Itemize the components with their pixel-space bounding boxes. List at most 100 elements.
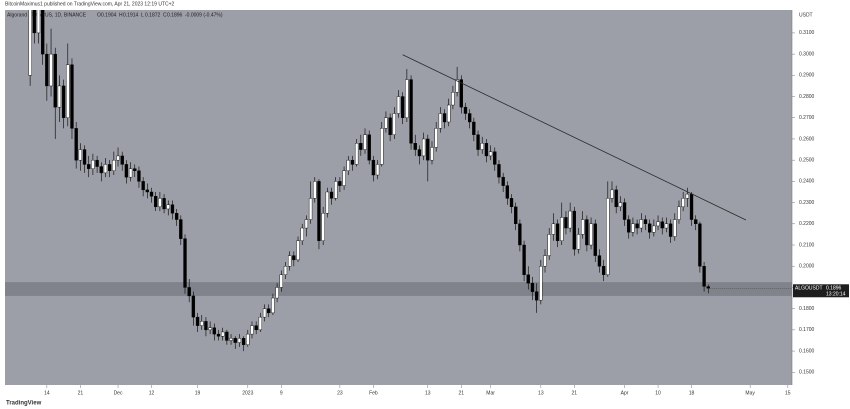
x-tick-label: 21 [459,390,465,396]
y-tick-label: 0.2000 [799,264,815,270]
candle-body [518,223,522,246]
candle-body [388,117,392,135]
candle-body [112,159,116,171]
candle-body [375,164,380,176]
candle-body [191,295,196,318]
price-tag-countdown: 13:20:14 [826,292,846,298]
candle-body [128,168,133,178]
candle-body [589,223,593,246]
candle-body [287,255,292,267]
candle-body [329,191,334,199]
candle-body [221,331,225,337]
candle-body [304,219,309,229]
candle-body [82,149,87,165]
candle-body [317,181,321,241]
candle-body [551,223,556,235]
candle-body [601,266,606,275]
candle-body [568,210,572,229]
candle-body [170,204,175,214]
candle-body [434,128,438,148]
ohlc-key: C [163,12,167,18]
candle-body [308,198,313,220]
x-tick-label: 21 [78,390,84,396]
candle-body [116,155,120,161]
candle-body [438,113,443,129]
axis-unit: USDT [799,12,813,18]
ohlc-key: O [97,12,101,18]
candle-body [233,338,237,343]
candle-body [555,223,560,241]
x-tick-label: 13 [538,390,544,396]
y-tick-label: 0.1500 [799,370,815,376]
candle-body [158,198,162,208]
candle-body [547,234,551,256]
candle-body [166,204,170,210]
candle-body [534,291,539,301]
candle-body [141,181,145,191]
candle-body [702,266,706,287]
candle-body [706,286,710,289]
candle-body [74,128,78,161]
candle-body [430,147,434,161]
candle-body [405,79,409,118]
logo: TradingView [6,401,42,407]
candle-body [254,325,258,331]
candle-body [572,210,576,250]
candle-body [61,85,66,118]
candle-body [174,212,179,220]
candle-body [91,159,95,169]
candle-body [413,143,417,150]
candle-body [133,168,137,171]
candle-body [267,308,271,314]
candle-body [656,221,660,227]
x-tick-label: 23 [337,390,343,396]
candle-body [597,255,602,267]
ohlc-key: L [141,12,144,18]
candle-body [593,223,597,256]
candle-body [187,287,191,297]
candle-body [342,170,346,186]
candle-body [229,338,233,341]
candle-body [493,151,497,165]
candle-body [95,159,99,167]
candle-body [334,181,338,199]
candle-body [543,255,547,267]
candle-body [677,206,681,220]
candle-body [635,223,639,229]
candle-body [354,143,359,165]
candle-body [338,181,342,186]
candle-body [564,217,568,229]
y-tick-label: 0.2200 [799,221,815,227]
candle-body [313,181,317,199]
candle-body [581,219,585,235]
candle-body [484,143,489,157]
x-tick-label: Feb [369,390,378,396]
symbol-info: Algorand / TetherUS, 1D, BINANCE [7,12,87,18]
candle-body [53,53,57,108]
candle-body [664,223,669,229]
candle-body [501,176,505,186]
candle-body [505,185,510,199]
candle-body [208,327,212,331]
candle-body [162,198,166,210]
candle-body [673,219,677,237]
candle-body [622,202,627,220]
candle-body [359,143,363,150]
x-tick-label: Mar [486,390,495,396]
candle-body [576,234,581,250]
candle-body [560,217,564,241]
candle-body [183,238,187,288]
candle-body [78,149,83,161]
y-tick-label: 0.3000 [799,51,815,57]
y-tick-label: 0.2700 [799,115,815,121]
candle-body [476,134,480,150]
x-tick-label: May [745,390,755,396]
candle-body [237,338,242,343]
candle-body [689,193,694,220]
candle-body [271,297,275,314]
byline: BitcoinMaximus1 published on TradingView… [5,1,175,7]
candle-body [497,164,501,178]
candle-body [99,166,103,174]
